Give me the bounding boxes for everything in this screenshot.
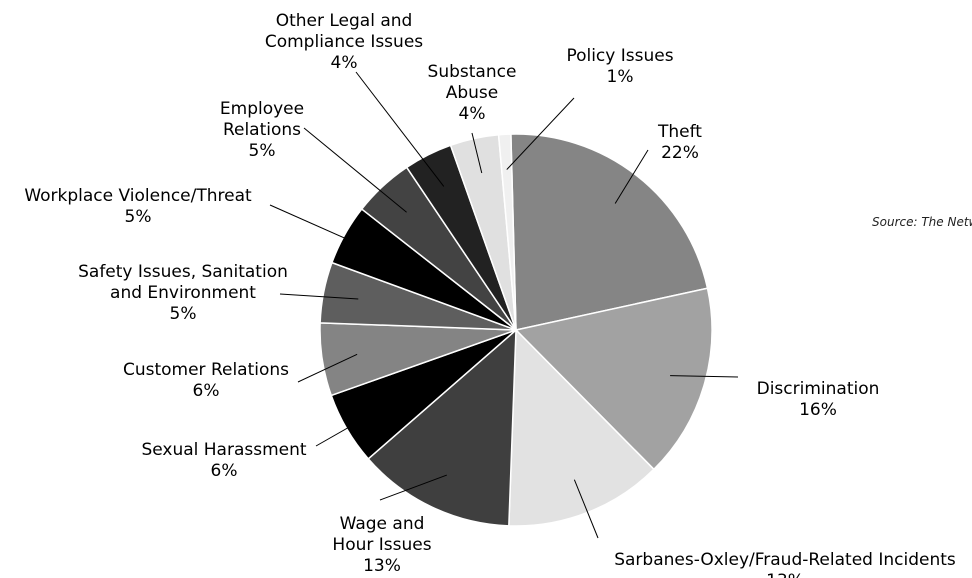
slice-percent: 1% (607, 67, 634, 87)
slice-percent: 4% (459, 104, 486, 124)
slice-name: Workplace Violence/Threat (24, 186, 252, 206)
slice-name: Theft (657, 122, 702, 142)
slice-percent: 16% (799, 400, 837, 420)
slice-percent: 5% (249, 141, 276, 161)
slice-label: Safety Issues, Sanitation and Environment… (78, 262, 288, 324)
slice-label: Theft 22% (657, 122, 702, 163)
source-note: Source: The Netw (872, 215, 972, 229)
slice-percent: 5% (125, 207, 152, 227)
slice-name: Substance (428, 62, 517, 82)
slice-label: Sarbanes-Oxley/Fraud-Related Incidents13… (614, 550, 956, 578)
slice-label: Policy Issues 1% (566, 46, 673, 87)
slice-percent: 13% (363, 556, 401, 576)
slice-name: Compliance Issues (265, 32, 423, 52)
slice-name: Discrimination (757, 379, 880, 399)
slice-name: Safety Issues, Sanitation (78, 262, 288, 282)
slice-name: Abuse (446, 83, 499, 103)
slice-name: Sexual Harassment (141, 440, 306, 460)
slice-percent: 4% (331, 53, 358, 73)
slice-label: Workplace Violence/Threat 5% (24, 186, 252, 227)
leader-line (304, 128, 407, 212)
slice-percent: 22% (661, 143, 699, 163)
slice-name: Other Legal and (276, 11, 413, 31)
slice-percent: 5% (170, 304, 197, 324)
slice-name: Relations (223, 120, 301, 140)
slice-percent: 13% (766, 571, 804, 578)
slice-name: Policy Issues (566, 46, 673, 66)
slice-name: Customer Relations (123, 360, 289, 380)
slice-name: Employee (220, 99, 304, 119)
slice-label: Other Legal and Compliance Issues 4% (265, 11, 423, 73)
slice-label: Substance Abuse 4% (428, 62, 517, 124)
slice-label: Employee Relations 5% (220, 99, 304, 161)
slice-name: Hour Issues (332, 535, 431, 555)
slice-percent: 6% (193, 381, 220, 401)
slice-percent: 6% (211, 461, 238, 481)
slice-label: Sexual Harassment 6% (141, 440, 306, 481)
slice-label: Customer Relations 6% (123, 360, 289, 401)
slice-name: and Environment (110, 283, 256, 303)
slice-name: Sarbanes-Oxley/Fraud-Related Incidents (614, 550, 956, 570)
slice-name: Wage and (340, 514, 425, 534)
slice-label: Discrimination 16% (757, 379, 880, 420)
pie-slices (320, 134, 712, 526)
slice-label: Wage and Hour Issues 13% (332, 514, 431, 576)
leader-line (356, 72, 444, 186)
